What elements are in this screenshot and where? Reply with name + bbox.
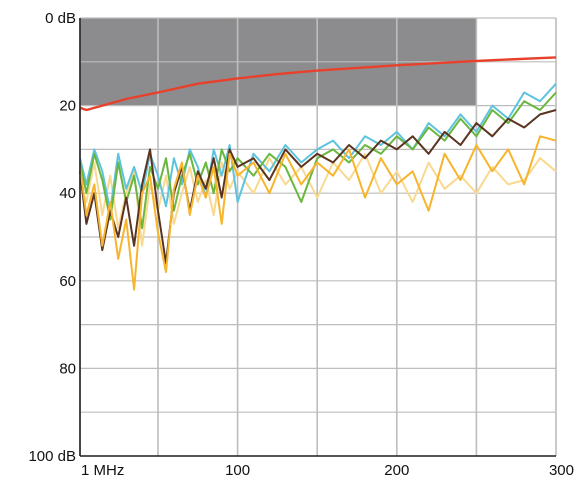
y-tick-label: 100 dB — [28, 448, 76, 465]
x-tick-label: 100 — [225, 462, 250, 479]
x-tick-label: 1 MHz — [81, 462, 124, 479]
y-tick-label: 40 — [59, 185, 76, 202]
x-tick-label: 200 — [384, 462, 409, 479]
y-tick-label: 20 — [59, 98, 76, 115]
x-tick-label: 300 — [549, 462, 574, 479]
y-tick-label: 80 — [59, 360, 76, 377]
y-tick-label: 0 dB — [45, 10, 76, 27]
y-tick-label: 60 — [59, 273, 76, 290]
